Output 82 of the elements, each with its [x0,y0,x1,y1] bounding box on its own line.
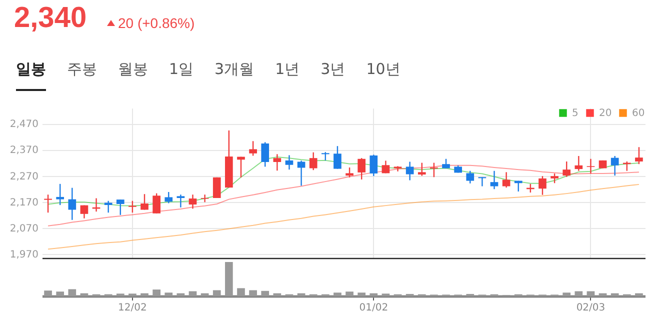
text: 월봉 [118,60,148,80]
bar [370,293,378,296]
candlestick [176,194,185,208]
candlestick [44,194,52,214]
bar [346,292,354,296]
candlestick [635,146,643,165]
candlestick [370,154,378,177]
candlestick [442,158,450,169]
candlestick [104,200,112,214]
candlestick [478,176,486,187]
text: 1년 [275,60,300,80]
text: 일봉 [16,60,46,91]
y-tick-label: 1,970 [10,250,38,261]
x-tick-label: 01/02 [359,302,388,314]
bar [188,291,197,296]
candlestick [116,198,124,216]
bar [358,292,366,296]
candlestick [309,152,318,171]
candlestick [80,204,88,219]
bar [212,290,221,296]
bar [68,289,76,296]
legend-label: 60 [632,108,645,119]
text: 1일 [169,60,194,80]
bar [56,292,64,296]
bar [249,290,257,296]
candlestick [164,191,173,204]
candlestick [188,194,197,210]
candlestick [550,172,558,184]
candlestick [538,175,546,196]
bar [44,290,52,296]
text: 3개월 [214,60,254,80]
text: 3년 [320,60,346,80]
candlestick [273,154,282,172]
candlestick [346,166,354,178]
candlestick [200,194,209,203]
candlestick [334,145,342,170]
candlestick [68,187,76,221]
chart-title: 2,340 [14,2,87,35]
candlestick [128,200,136,214]
bar [574,291,583,296]
legend-label: 20 [599,108,612,119]
candlestick [418,162,426,176]
y-tick-label: 2,470 [10,119,38,130]
bar [152,290,160,296]
bar [334,292,342,296]
candlestick [140,193,148,210]
legend-label: 5 [572,108,578,119]
candlestick [261,142,270,168]
x-tick-label: 12/02 [118,302,147,314]
bar [237,288,245,296]
bar [562,292,571,296]
y-tick-label: 2,170 [10,197,38,208]
candlestick [586,158,595,174]
candlestick [490,170,498,190]
candlestick [466,170,474,184]
y-tick-label: 2,070 [10,224,38,234]
candlestick [406,161,414,181]
bar [610,293,619,296]
candlestick [382,160,390,174]
text: 주봉 [67,60,97,80]
chart-subtitle: 20 (+0.86%) [118,15,195,31]
bar [635,293,643,296]
candlestick [152,192,160,214]
y-tick-label: 2,270 [10,171,38,182]
candlestick [358,157,366,180]
candlestick [610,155,619,176]
candlestick [285,154,294,170]
bar [586,291,595,296]
candlestick [502,172,510,188]
y-tick-label: 2,370 [10,145,38,156]
bar [225,262,233,296]
bar [140,293,148,296]
bar [261,290,270,296]
candlestick [249,140,257,156]
text: 10년 [366,60,400,80]
candlestick [574,155,583,172]
bar [164,292,173,296]
candlestick [430,162,438,178]
candlestick [297,160,306,186]
candlestick [562,160,571,178]
x-tick-label: 02/03 [576,302,606,314]
candlestick [56,183,64,206]
